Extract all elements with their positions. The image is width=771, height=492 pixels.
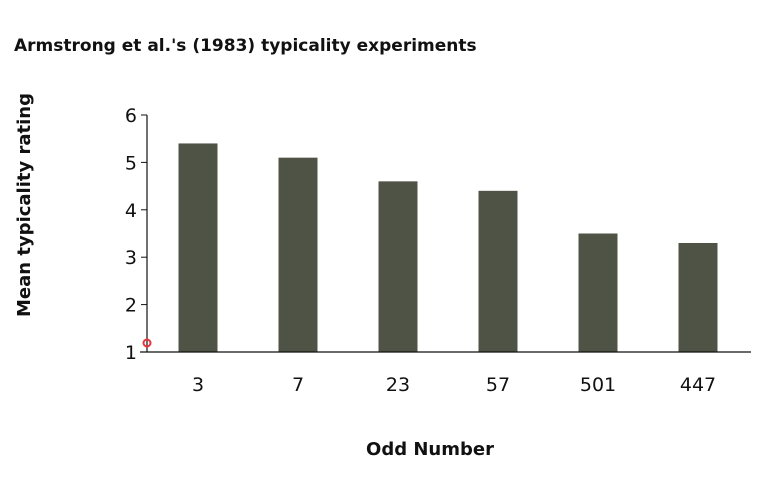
y-tick-label: 3 xyxy=(125,247,137,269)
bar-447 xyxy=(678,242,718,352)
bar-23 xyxy=(378,181,418,352)
y-tick-label: 6 xyxy=(125,105,137,127)
y-axis-label: Mean typicality rating xyxy=(14,93,35,317)
x-tick-label: 447 xyxy=(680,374,716,396)
x-tick-label: 23 xyxy=(386,374,410,396)
bar-3 xyxy=(178,143,218,352)
bar-57 xyxy=(478,190,518,352)
y-tick-label: 5 xyxy=(125,152,137,174)
x-tick-label: 3 xyxy=(192,374,204,396)
x-tick-label: 7 xyxy=(292,374,304,396)
y-tick-label: 4 xyxy=(125,200,137,222)
x-tick-label: 57 xyxy=(486,374,510,396)
cursor-indicator xyxy=(142,338,152,348)
chart-title: Armstrong et al.'s (1983) typicality exp… xyxy=(14,36,477,56)
x-axis-label: Odd Number xyxy=(366,439,494,460)
bar-7 xyxy=(278,157,318,352)
y-tick-label: 2 xyxy=(125,295,137,317)
bar-501 xyxy=(578,233,618,352)
x-tick-label: 501 xyxy=(580,374,616,396)
y-tick-label: 1 xyxy=(125,342,137,364)
